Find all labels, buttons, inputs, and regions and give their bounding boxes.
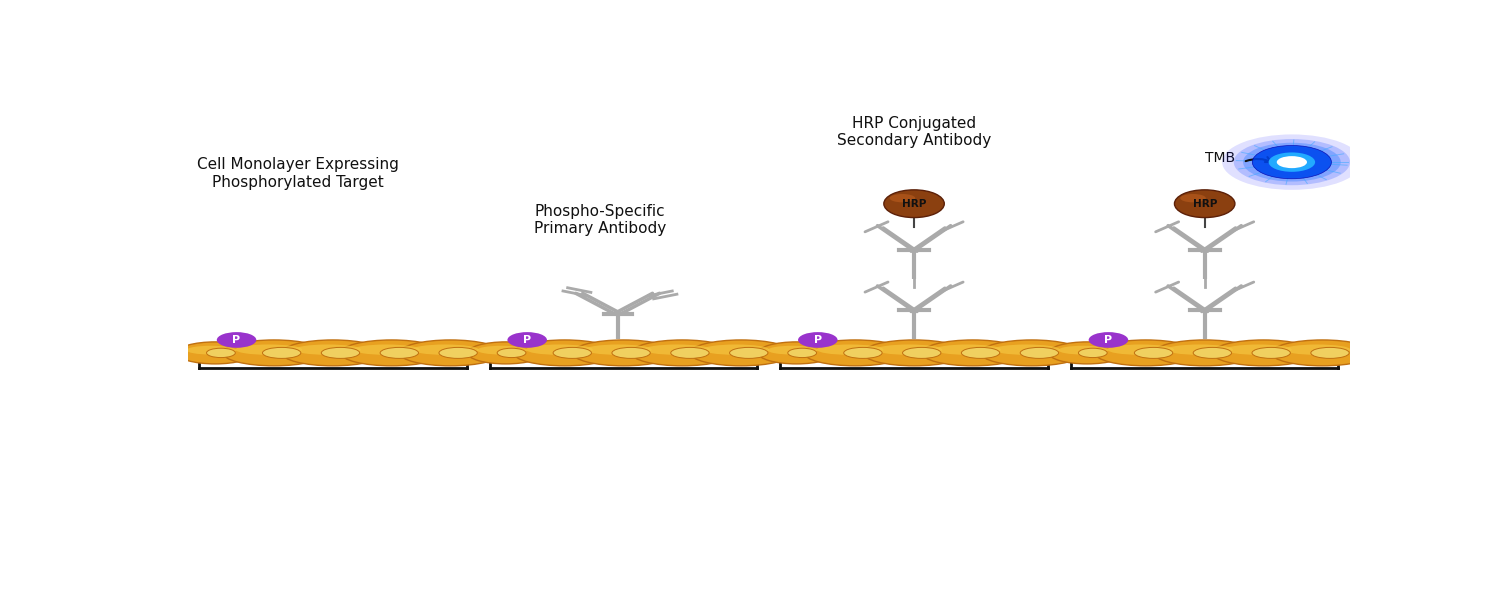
Ellipse shape (496, 348, 526, 358)
Ellipse shape (1212, 340, 1314, 366)
Ellipse shape (884, 190, 945, 218)
Ellipse shape (513, 340, 616, 366)
Circle shape (1252, 146, 1332, 178)
Ellipse shape (768, 346, 818, 355)
Ellipse shape (1134, 347, 1173, 358)
Ellipse shape (399, 340, 501, 366)
Ellipse shape (981, 340, 1083, 366)
Text: HRP Conjugated
Secondary Antibody: HRP Conjugated Secondary Antibody (837, 116, 992, 148)
Ellipse shape (262, 347, 302, 358)
Ellipse shape (380, 347, 419, 358)
Ellipse shape (413, 344, 478, 355)
Circle shape (1276, 156, 1306, 168)
Ellipse shape (1107, 344, 1174, 355)
Text: HRP: HRP (1192, 199, 1216, 209)
Ellipse shape (440, 347, 477, 358)
Ellipse shape (612, 347, 651, 358)
Ellipse shape (1252, 347, 1290, 358)
Ellipse shape (993, 344, 1060, 355)
Ellipse shape (321, 347, 360, 358)
Ellipse shape (554, 347, 591, 358)
Ellipse shape (962, 347, 999, 358)
Ellipse shape (573, 340, 675, 366)
Ellipse shape (644, 344, 711, 355)
Ellipse shape (340, 340, 442, 366)
Ellipse shape (632, 340, 734, 366)
Ellipse shape (788, 348, 816, 358)
Ellipse shape (177, 342, 254, 364)
Ellipse shape (224, 340, 326, 366)
Ellipse shape (804, 340, 906, 366)
Ellipse shape (1192, 347, 1231, 358)
Ellipse shape (468, 342, 544, 364)
Circle shape (507, 332, 548, 348)
Text: Cell Monolayer Expressing
Phosphorylated Target: Cell Monolayer Expressing Phosphorylated… (196, 157, 399, 190)
Ellipse shape (1252, 145, 1332, 179)
Ellipse shape (585, 344, 651, 355)
Ellipse shape (1174, 190, 1234, 218)
Ellipse shape (890, 194, 915, 202)
Ellipse shape (1048, 342, 1125, 364)
Ellipse shape (818, 344, 884, 355)
Ellipse shape (1095, 340, 1197, 366)
Ellipse shape (186, 346, 237, 355)
Ellipse shape (1020, 347, 1059, 358)
Ellipse shape (862, 340, 964, 366)
Ellipse shape (526, 344, 592, 355)
Ellipse shape (690, 340, 792, 366)
Ellipse shape (876, 344, 942, 355)
Text: P: P (813, 335, 822, 345)
Text: Phospho-Specific
Primary Antibody: Phospho-Specific Primary Antibody (534, 203, 666, 236)
Ellipse shape (1270, 340, 1374, 366)
Ellipse shape (1284, 344, 1350, 355)
Ellipse shape (236, 344, 302, 355)
Ellipse shape (1154, 340, 1256, 366)
Ellipse shape (1167, 344, 1233, 355)
Text: TMB: TMB (1204, 151, 1234, 164)
Circle shape (798, 332, 837, 348)
Ellipse shape (1269, 152, 1316, 172)
Ellipse shape (354, 344, 420, 355)
Ellipse shape (758, 342, 836, 364)
Ellipse shape (1180, 194, 1206, 202)
Ellipse shape (282, 340, 384, 366)
Ellipse shape (207, 348, 236, 358)
Circle shape (1244, 143, 1341, 182)
Text: P: P (232, 335, 240, 345)
Text: P: P (1104, 335, 1113, 345)
Ellipse shape (702, 344, 770, 355)
Ellipse shape (477, 346, 526, 355)
Ellipse shape (843, 347, 882, 358)
Circle shape (1089, 332, 1128, 348)
Circle shape (217, 332, 256, 348)
Ellipse shape (903, 347, 940, 358)
Text: HRP: HRP (902, 199, 926, 209)
Ellipse shape (729, 347, 768, 358)
Ellipse shape (921, 340, 1024, 366)
Circle shape (1222, 134, 1362, 190)
Ellipse shape (1226, 344, 1292, 355)
Ellipse shape (1078, 348, 1107, 358)
Ellipse shape (934, 344, 1000, 355)
Circle shape (1233, 139, 1350, 185)
Ellipse shape (294, 344, 362, 355)
Ellipse shape (1311, 347, 1348, 358)
Ellipse shape (1059, 346, 1108, 355)
Ellipse shape (670, 347, 710, 358)
Text: P: P (524, 335, 531, 345)
